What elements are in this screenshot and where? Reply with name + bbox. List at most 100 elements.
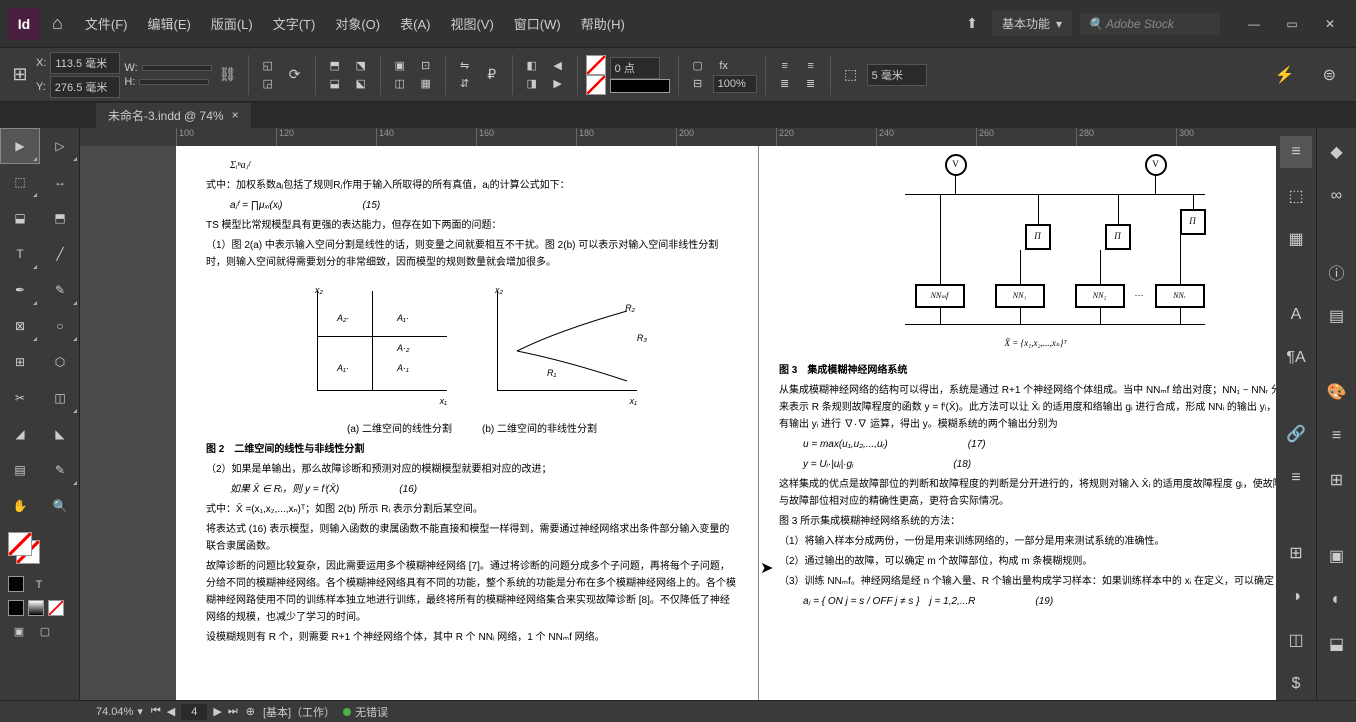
eyedropper-tool[interactable]: ✎ bbox=[40, 452, 80, 488]
gap-tool[interactable]: ↔ bbox=[40, 164, 80, 200]
corner-icon[interactable]: ⬚ bbox=[839, 63, 863, 87]
reference-point-icon[interactable]: ⊞ bbox=[8, 63, 32, 87]
fit-content-icon[interactable]: ▣ bbox=[389, 57, 411, 75]
line-tool[interactable]: ╱ bbox=[40, 236, 80, 272]
content-placer-tool[interactable]: ⬒ bbox=[40, 200, 80, 236]
menu-layout[interactable]: 版面(L) bbox=[201, 14, 263, 33]
apply-gradient[interactable] bbox=[28, 600, 44, 616]
menu-edit[interactable]: 编辑(E) bbox=[137, 14, 200, 33]
properties-panel-icon[interactable]: ≡ bbox=[1280, 136, 1312, 168]
character-panel-icon[interactable]: A bbox=[1280, 299, 1312, 331]
table-tool[interactable]: ⊞ bbox=[0, 344, 40, 380]
zoom-input[interactable]: 100% bbox=[713, 75, 757, 93]
text-wrap-1-icon[interactable]: ≡ bbox=[774, 57, 796, 75]
stroke-style[interactable] bbox=[610, 79, 670, 93]
pen-tool[interactable]: ✒ bbox=[0, 272, 40, 308]
select-content-icon[interactable]: ◨ bbox=[521, 75, 543, 93]
prev-page-button[interactable]: ◀ bbox=[167, 705, 175, 718]
menu-type[interactable]: 文字(T) bbox=[263, 14, 326, 33]
scale-y-icon[interactable]: ◲ bbox=[257, 75, 279, 93]
color-panel-icon[interactable]: 🎨 bbox=[1321, 376, 1353, 408]
note-tool[interactable]: ▤ bbox=[0, 452, 40, 488]
share-icon[interactable]: ⬆ bbox=[960, 12, 984, 36]
scale-x-icon[interactable]: ◱ bbox=[257, 57, 279, 75]
search-input[interactable]: 🔍 Adobe Stock bbox=[1080, 13, 1220, 35]
direct-selection-tool[interactable]: ▷ bbox=[40, 128, 80, 164]
select-container-icon[interactable]: ◧ bbox=[521, 57, 543, 75]
flip-h-icon[interactable]: ⇋ bbox=[454, 57, 476, 75]
h-input[interactable] bbox=[139, 79, 209, 85]
rectangle-frame-tool[interactable]: ⊠ bbox=[0, 308, 40, 344]
object-styles-icon[interactable]: ▣ bbox=[1321, 540, 1353, 572]
pencil-tool[interactable]: ✎ bbox=[40, 272, 80, 308]
gradient-swatch-tool[interactable]: ◢ bbox=[0, 416, 40, 452]
wrap-bbox-icon[interactable]: ⊟ bbox=[687, 75, 709, 93]
preferences-icon[interactable]: ⊜ bbox=[1311, 65, 1348, 85]
next-page-button[interactable]: ▶ bbox=[213, 705, 221, 718]
scissors-tool[interactable]: ✂ bbox=[0, 380, 40, 416]
links2-icon[interactable]: ∞ bbox=[1321, 180, 1353, 212]
fit-frame-icon[interactable]: ◫ bbox=[389, 75, 411, 93]
format-text-icon[interactable]: T bbox=[28, 576, 50, 594]
fill-frame-icon[interactable]: ▦ bbox=[415, 75, 437, 93]
home-icon[interactable]: ⌂ bbox=[52, 13, 63, 34]
text-wrap-2-icon[interactable]: ≣ bbox=[774, 75, 796, 93]
info-panel-icon[interactable]: ⓘ bbox=[1321, 256, 1353, 288]
default-swatch[interactable] bbox=[8, 576, 24, 592]
fill-color-swatch[interactable] bbox=[8, 532, 32, 556]
corner-value-input[interactable]: 5 毫米 bbox=[867, 64, 927, 86]
y-input[interactable]: 276.5 毫米 bbox=[50, 76, 120, 98]
tab-close-icon[interactable]: × bbox=[232, 108, 239, 122]
align-top-icon[interactable]: ⬒ bbox=[324, 57, 346, 75]
type-tool[interactable]: T bbox=[0, 236, 40, 272]
cc-libraries-icon[interactable]: ▦ bbox=[1280, 223, 1312, 255]
transform-panel-icon[interactable]: ◫ bbox=[1280, 625, 1312, 657]
gradient-feather-tool[interactable]: ◣ bbox=[40, 416, 80, 452]
preflight-status[interactable]: 无错误 bbox=[343, 704, 388, 720]
pathfinder-panel-icon[interactable]: ◑ bbox=[1280, 581, 1312, 613]
zoom-tool[interactable]: 🔍 bbox=[40, 488, 80, 524]
prev-object-icon[interactable]: ◀ bbox=[547, 57, 569, 75]
ellipse-tool[interactable]: ○ bbox=[40, 308, 80, 344]
effects-panel-icon[interactable]: ◐ bbox=[1321, 584, 1353, 616]
gradient-panel-icon[interactable]: ≡ bbox=[1321, 420, 1353, 452]
flip-v-icon[interactable]: ⇵ bbox=[454, 75, 476, 93]
menu-table[interactable]: 表(A) bbox=[390, 14, 440, 33]
w-input[interactable] bbox=[142, 65, 212, 71]
close-button[interactable]: ✕ bbox=[1312, 12, 1348, 36]
first-page-button[interactable]: ⏮ bbox=[151, 705, 161, 718]
page-tool[interactable]: ⬚ bbox=[0, 164, 40, 200]
wrap-none-icon[interactable]: ▢ bbox=[687, 57, 709, 75]
bookmark-panel-icon[interactable]: ▤ bbox=[1321, 300, 1353, 332]
swatches-panel-icon[interactable]: ⊞ bbox=[1321, 464, 1353, 496]
minimize-button[interactable]: — bbox=[1236, 12, 1272, 36]
next-object-icon[interactable]: ▶ bbox=[547, 75, 569, 93]
document-tab[interactable]: 未命名-3.indd @ 74% × bbox=[96, 103, 251, 128]
text-wrap-4-icon[interactable]: ≣ bbox=[800, 75, 822, 93]
p-icon[interactable]: ₽ bbox=[480, 63, 504, 87]
constrain-icon[interactable]: ⛓ bbox=[216, 63, 240, 87]
fill-swatch[interactable] bbox=[586, 55, 606, 75]
open-icon[interactable]: ⊕ bbox=[246, 705, 255, 718]
align-bottom-icon[interactable]: ⬓ bbox=[324, 75, 346, 93]
paragraph-panel-icon[interactable]: ¶A bbox=[1280, 343, 1312, 375]
content-collector-tool[interactable]: ⬓ bbox=[0, 200, 40, 236]
apply-color[interactable] bbox=[8, 600, 24, 616]
last-page-button[interactable]: ⏭ bbox=[228, 705, 238, 718]
x-input[interactable]: 113.5 毫米 bbox=[50, 52, 120, 74]
layers-panel-icon[interactable]: ◆ bbox=[1321, 136, 1353, 168]
distribute-h-icon[interactable]: ⬔ bbox=[350, 57, 372, 75]
apply-none[interactable] bbox=[48, 600, 64, 616]
menu-file[interactable]: 文件(F) bbox=[75, 14, 138, 33]
canvas[interactable]: 100 120 140 160 180 200 220 240 260 280 … bbox=[80, 128, 1276, 700]
zoom-level[interactable]: 74.04% ▾ bbox=[96, 705, 143, 718]
distribute-v-icon[interactable]: ⬕ bbox=[350, 75, 372, 93]
menu-help[interactable]: 帮助(H) bbox=[571, 14, 635, 33]
menu-view[interactable]: 视图(V) bbox=[440, 14, 503, 33]
effects-icon[interactable]: fx bbox=[713, 57, 735, 75]
selection-tool[interactable]: ▶ bbox=[0, 128, 40, 164]
view-mode-normal[interactable]: ▣ bbox=[8, 622, 30, 640]
menu-window[interactable]: 窗口(W) bbox=[504, 14, 571, 33]
text-wrap-panel-icon[interactable]: ⬓ bbox=[1321, 628, 1353, 660]
gpu-icon[interactable]: ⚡ bbox=[1263, 65, 1307, 85]
